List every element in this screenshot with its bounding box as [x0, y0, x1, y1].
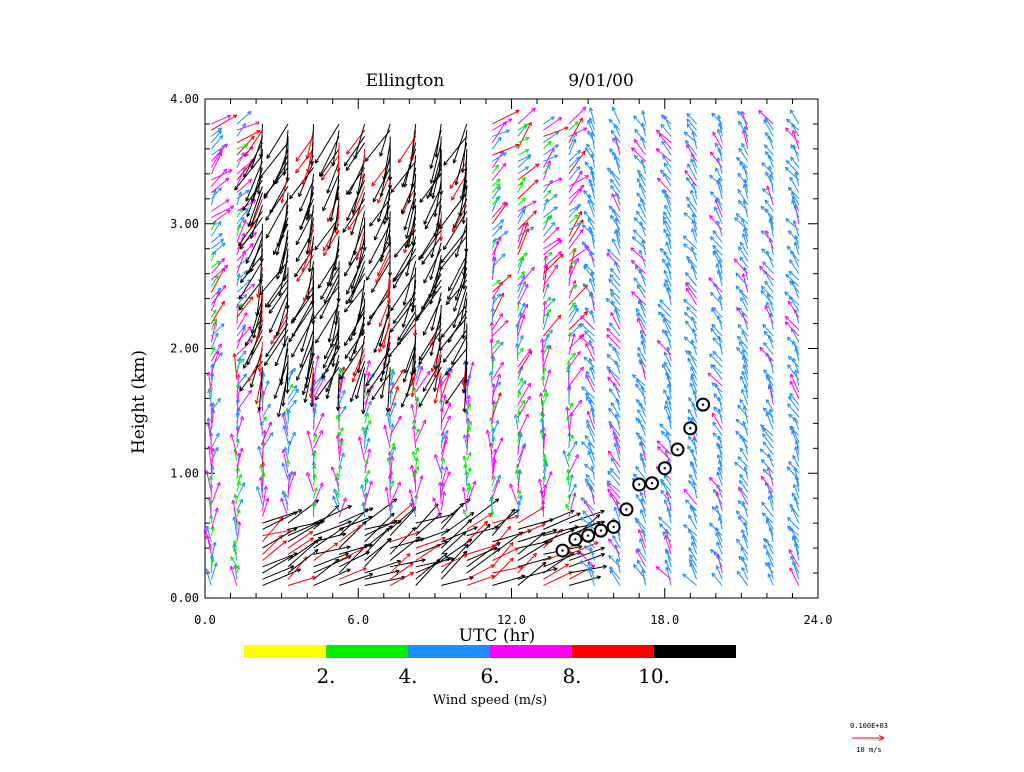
wind-vector-shaft: [441, 408, 442, 430]
wind-vector-shaft: [287, 355, 288, 394]
x-axis-label: UTC (hr): [459, 626, 535, 646]
wind-vector-shaft: [517, 324, 518, 343]
chart-title-date: 9/01/00: [568, 71, 634, 91]
wind-vector-shaft: [492, 322, 493, 342]
chart-title-site: Ellington: [366, 71, 445, 91]
wind-vector-shaft: [287, 267, 288, 309]
wind-vector-shaft: [313, 324, 314, 357]
wind-vector-shaft: [339, 261, 340, 302]
y-axis-label: Height (km): [129, 350, 149, 454]
wind-vector-shaft: [466, 218, 467, 253]
